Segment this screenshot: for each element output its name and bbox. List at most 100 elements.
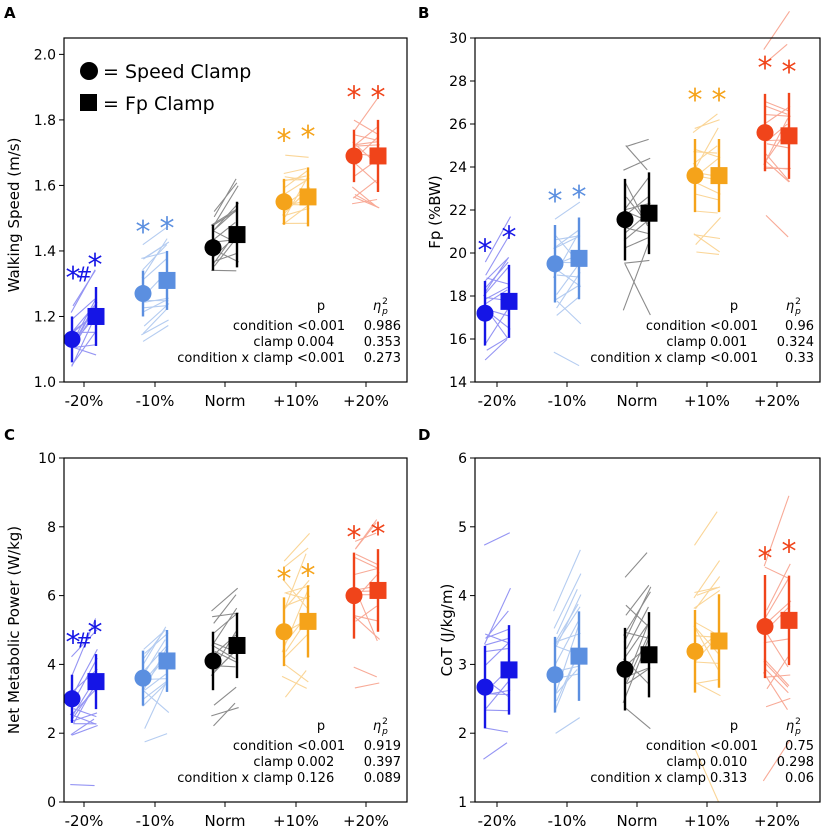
subject-line: [353, 666, 377, 678]
subject-line: [354, 682, 380, 689]
subject-line: [210, 650, 236, 676]
subject-line: [142, 325, 169, 342]
subject-line: [70, 689, 96, 716]
mean-point-square: [87, 673, 105, 691]
stats-row-label: condition: [233, 319, 293, 334]
y-tick-label: 22: [449, 203, 467, 219]
subject-line: [485, 286, 509, 300]
mean-point-square: [500, 292, 518, 310]
subject-line: [485, 610, 509, 639]
subject-line: [141, 238, 168, 279]
subject-line: [284, 176, 308, 181]
subject-line: [355, 605, 378, 622]
stats-header-eta-sup: 2: [795, 297, 801, 307]
subject-line: [285, 154, 309, 158]
y-axis-label: Fp (%BW): [426, 175, 444, 248]
significance-marker: #: [76, 628, 93, 652]
mean-point-circle: [345, 147, 363, 165]
stats-row-label: condition: [646, 739, 706, 754]
subject-line: [763, 118, 789, 166]
subject-line: [210, 208, 238, 226]
mean-point-circle: [476, 678, 494, 696]
mean-point-circle: [204, 239, 222, 257]
subject-line: [484, 338, 508, 361]
significance-marker: *: [371, 517, 386, 552]
subject-line: [694, 576, 721, 610]
subject-line: [486, 277, 509, 285]
subject-line: [353, 615, 379, 622]
stats-header-p: p: [317, 299, 325, 314]
subject-line: [763, 658, 790, 687]
subject-line: [211, 185, 239, 229]
subject-line: [484, 633, 509, 644]
subject-line: [72, 344, 96, 349]
y-tick-label: 5: [458, 520, 467, 536]
y-tick-label: 2: [47, 726, 56, 742]
series-fp-clamp: [500, 575, 798, 715]
subject-line: [353, 615, 380, 640]
subject-line: [485, 233, 511, 276]
series-speed-clamp: [63, 129, 363, 363]
subject-line: [211, 707, 239, 717]
subject-line: [554, 624, 580, 695]
subject-line: [764, 101, 789, 112]
mean-point-circle: [63, 690, 81, 708]
subject-line: [625, 227, 649, 235]
subject-line: [141, 251, 166, 259]
subject-line: [72, 298, 96, 320]
subject-line: [142, 644, 168, 673]
mean-point-circle: [546, 666, 564, 684]
subject-line: [73, 683, 96, 724]
x-tick-label: Norm: [205, 812, 246, 826]
subject-line: [625, 236, 650, 249]
subject-line: [556, 669, 578, 694]
stats-row-p: <0.001: [297, 319, 345, 334]
mean-point-circle: [275, 193, 293, 211]
y-tick-label: 16: [449, 332, 467, 348]
subject-line: [354, 163, 379, 185]
stats-row-label: clamp: [253, 755, 293, 770]
mean-point-square: [228, 636, 246, 654]
subject-line: [555, 235, 581, 249]
subject-line: [354, 140, 379, 146]
subject-line: [764, 566, 789, 579]
individual-subject-lines: [483, 11, 791, 367]
mean-point-square: [500, 661, 518, 679]
subject-line: [484, 216, 512, 263]
subject-line: [351, 198, 378, 205]
mean-point-circle: [616, 211, 634, 229]
subject-line: [555, 717, 580, 734]
subject-line: [483, 532, 511, 546]
plot-frame: [63, 37, 408, 383]
subject-line: [354, 193, 379, 209]
subject-line: [626, 667, 651, 685]
subject-line: [764, 166, 788, 170]
significance-marker: *: [782, 534, 797, 569]
subject-line: [483, 308, 509, 346]
series-fp-clamp: [87, 119, 387, 346]
speed-clamp-legend-icon: [80, 62, 98, 80]
subject-line: [283, 167, 307, 175]
subject-line: [485, 681, 509, 709]
y-tick-label: 2: [458, 726, 467, 742]
stats-row-p: <0.001: [710, 739, 758, 754]
subject-line: [693, 560, 721, 599]
subject-line: [282, 205, 308, 225]
subject-line: [553, 573, 582, 629]
significance-marker: *: [301, 120, 316, 155]
subject-line: [485, 727, 509, 733]
panel-letter: C: [4, 426, 15, 444]
x-tick-label: -10%: [548, 392, 587, 410]
y-tick-label: 6: [47, 589, 56, 605]
mean-point-square: [228, 226, 246, 244]
stats-row-label: clamp: [253, 335, 293, 350]
subject-line: [625, 145, 648, 171]
subject-line: [354, 557, 379, 570]
subject-line: [625, 707, 651, 730]
subject-line: [556, 300, 582, 325]
mean-point-circle: [345, 587, 363, 605]
subject-line: [483, 742, 508, 760]
subject-line: [142, 244, 168, 271]
significance-marker: *: [277, 123, 292, 158]
stats-row-p: 0.001: [710, 335, 747, 350]
